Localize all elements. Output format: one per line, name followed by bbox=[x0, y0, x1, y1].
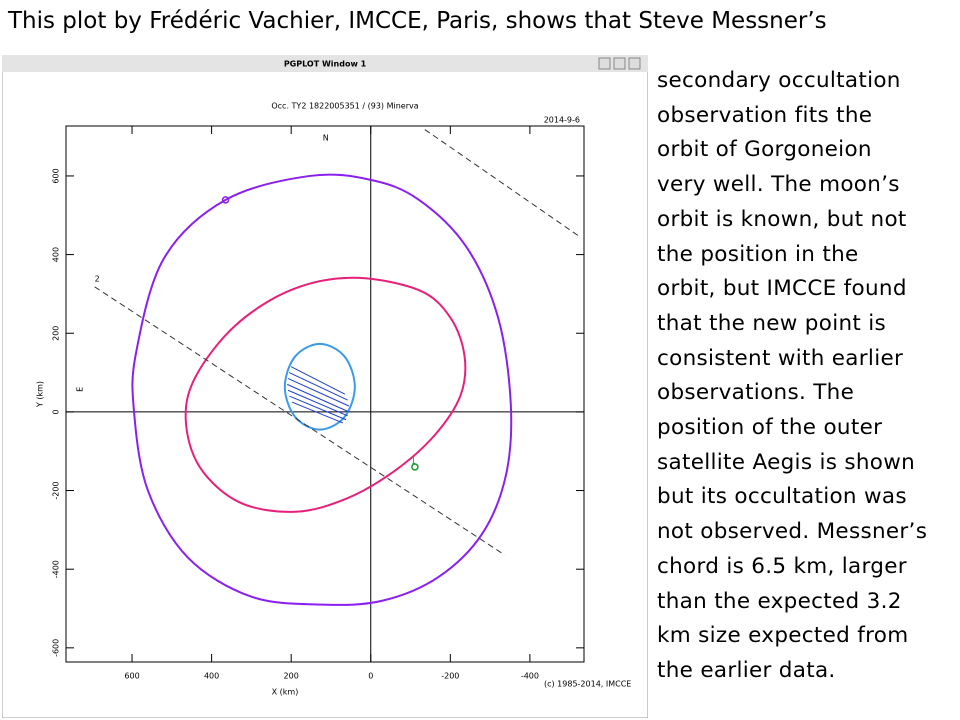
orbit-curve bbox=[184, 276, 467, 513]
body-line: satellite Aegis is shown bbox=[657, 449, 916, 475]
body-line: consistent with earlier bbox=[657, 345, 904, 371]
x-tick-label: 0 bbox=[368, 672, 373, 681]
body-line: not observed. Messner’s bbox=[657, 519, 928, 545]
track-line bbox=[424, 129, 581, 238]
close-button[interactable] bbox=[628, 57, 641, 70]
y-tick-label: 0 bbox=[52, 409, 61, 414]
y-tick-label: -600 bbox=[52, 639, 61, 657]
x-tick-label: 200 bbox=[284, 672, 299, 681]
chord bbox=[291, 401, 344, 424]
body-line: orbit is known, but not bbox=[657, 206, 907, 232]
orbit-curve bbox=[131, 173, 513, 606]
x-axis-label: X (km) bbox=[272, 688, 299, 697]
credit: (c) 1985-2014, IMCCE bbox=[544, 680, 631, 689]
point-label: 1 bbox=[411, 456, 416, 465]
north-label: N bbox=[323, 134, 329, 143]
chord bbox=[287, 383, 350, 413]
body-line: very well. The moon’s bbox=[657, 172, 900, 198]
body-line: chord is 6.5 km, larger bbox=[657, 553, 907, 579]
body-line: but its occultation was bbox=[657, 484, 907, 510]
body-line: the position in the bbox=[657, 241, 859, 267]
chord bbox=[287, 389, 348, 417]
body-line: position of the outer bbox=[657, 415, 883, 441]
y-axis-label: Y (km) bbox=[36, 381, 45, 408]
body-line: km size expected from bbox=[657, 623, 909, 649]
track-label: 2 bbox=[95, 274, 100, 283]
y-tick-label: 400 bbox=[52, 247, 61, 262]
body-line: secondary occultation bbox=[657, 68, 901, 93]
satellite-point bbox=[221, 196, 230, 204]
satellite-point bbox=[411, 463, 419, 471]
y-tick-label: 200 bbox=[52, 326, 61, 341]
window-title: PGPLOT Window 1 bbox=[284, 60, 367, 69]
body-line: than the expected 3.2 bbox=[657, 588, 902, 614]
chord bbox=[287, 378, 350, 407]
body-line: that the new point is bbox=[657, 310, 887, 336]
y-tick-label: 600 bbox=[52, 168, 61, 183]
chord bbox=[290, 366, 346, 395]
body-line: orbit of Gorgoneion bbox=[657, 137, 872, 163]
plot-date: 2014-9-6 bbox=[544, 116, 580, 125]
window-frame bbox=[2, 55, 648, 718]
track-line bbox=[94, 286, 506, 556]
body-line: observation fits the bbox=[657, 102, 873, 128]
x-tick-label: -400 bbox=[521, 672, 539, 681]
body-line: observations. The bbox=[657, 380, 855, 406]
y-tick-label: -400 bbox=[52, 560, 61, 578]
minimize-button[interactable] bbox=[598, 57, 611, 70]
maximize-button[interactable] bbox=[613, 57, 626, 70]
body-line: orbit, but IMCCE found bbox=[657, 276, 907, 302]
plot-title: Occ. TY2 1822005351 / (93) Minerva bbox=[271, 102, 418, 111]
chord bbox=[289, 395, 347, 421]
east-label: E bbox=[76, 387, 85, 392]
slide-body: secondary occultation observation fits th… bbox=[657, 64, 927, 689]
y-tick-label: -200 bbox=[52, 481, 61, 499]
chord bbox=[288, 372, 348, 401]
plot-window: PGPLOT Window 1 Occ. TY2 1822005351 / (9… bbox=[2, 55, 648, 718]
slide-title: This plot by Frédéric Vachier, IMCCE, Pa… bbox=[8, 8, 827, 34]
x-tick-label: 600 bbox=[124, 672, 139, 681]
body-line: the earlier data. bbox=[657, 657, 836, 683]
x-tick-label: 400 bbox=[204, 672, 219, 681]
plot-frame bbox=[65, 125, 585, 663]
orbit-curve bbox=[283, 342, 356, 431]
title-bar bbox=[2, 55, 648, 72]
x-tick-label: -200 bbox=[441, 672, 459, 681]
